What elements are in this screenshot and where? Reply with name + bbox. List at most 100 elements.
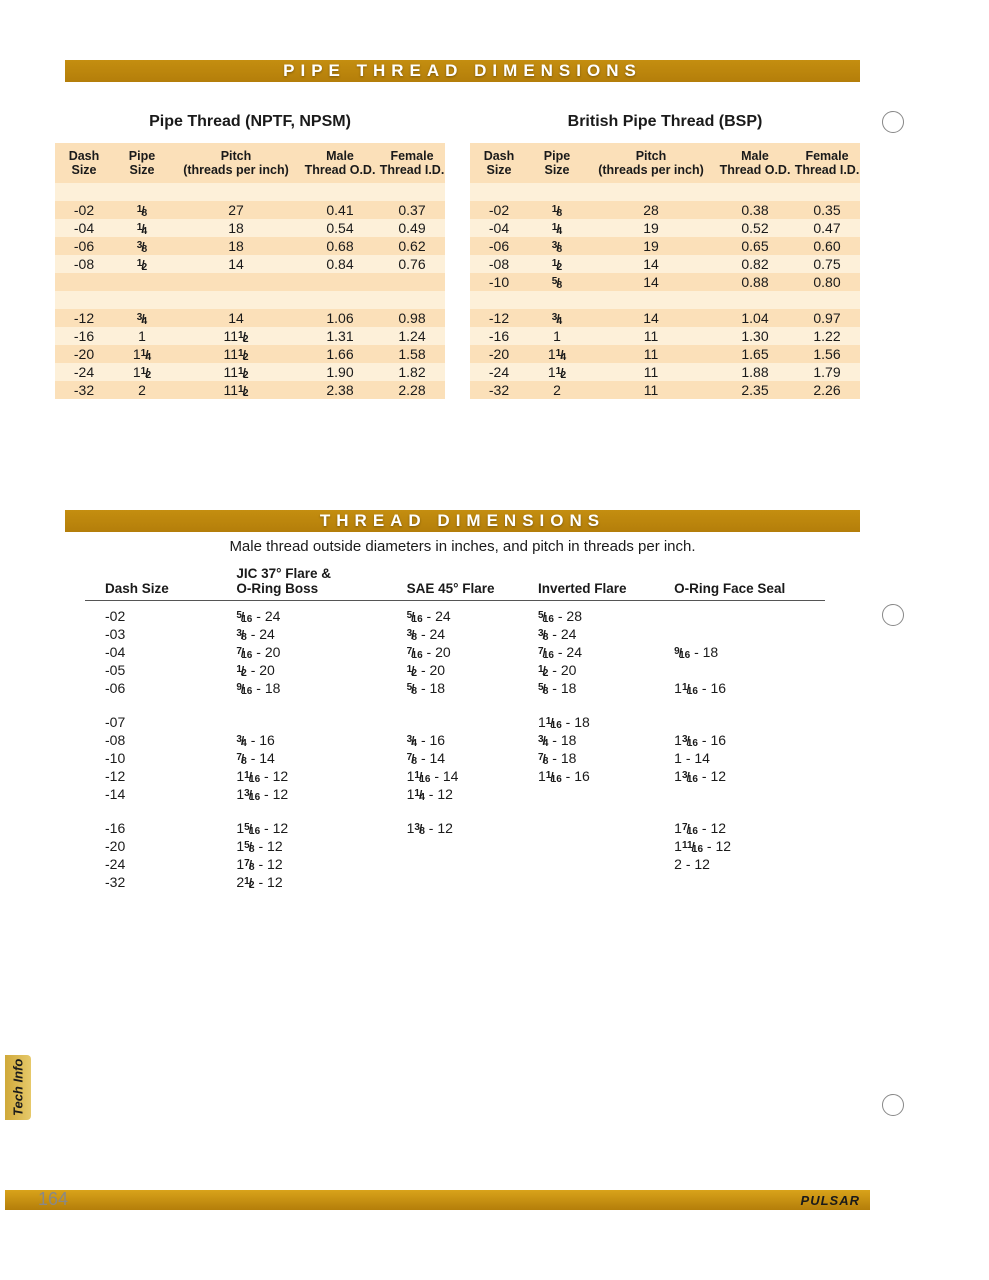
cell: 3/8: [113, 238, 171, 255]
cell: 11/16 - 16: [538, 768, 674, 785]
table-row: -081/2140.820.75: [470, 255, 860, 273]
cell: 111/16 - 12: [674, 838, 825, 855]
cell: 11/4: [113, 346, 171, 363]
cell: 1.30: [716, 328, 794, 344]
cell: 3/8 - 24: [236, 626, 406, 643]
col-header: Pitch(threads per inch): [171, 143, 301, 183]
cell: 11/2: [113, 364, 171, 381]
cell: 1: [113, 328, 171, 344]
spacer-row: [55, 273, 445, 291]
cell: 7/8 - 14: [407, 750, 538, 767]
page: PIPE THREAD DIMENSIONS Pipe Thread (NPTF…: [0, 0, 989, 1280]
cell: 28: [586, 202, 716, 218]
cell: 0.41: [301, 202, 379, 218]
cell: 5/8 - 18: [538, 680, 674, 697]
cell: 11/2: [528, 364, 586, 381]
table-row: -033/8 - 243/8 - 243/8 - 24: [85, 625, 825, 643]
cell: -04: [470, 220, 528, 236]
cell: 11/4 - 12: [407, 786, 538, 803]
table-row: -2417/8 - 122 - 12: [85, 855, 825, 873]
cell: 3/8 - 24: [407, 626, 538, 643]
cell: 0.37: [379, 202, 445, 218]
cell: 2.28: [379, 382, 445, 398]
table-row: -2011/4111/21.661.58: [55, 345, 445, 363]
cell: 0.76: [379, 256, 445, 272]
cell: 1.31: [301, 328, 379, 344]
cell: -12: [85, 768, 236, 784]
table-row: -2411/2111/21.901.82: [55, 363, 445, 381]
table-row: -123/4141.060.98: [55, 309, 445, 327]
cell: 0.65: [716, 238, 794, 254]
cell: -12: [55, 310, 113, 326]
cell: 2: [528, 382, 586, 398]
cell: 11/16 - 18: [538, 714, 674, 731]
col-header: MaleThread O.D.: [716, 143, 794, 183]
subtitle-left: Pipe Thread (NPTF, NPSM): [55, 113, 445, 131]
cell: 1 - 14: [674, 750, 825, 766]
cell: 1/8: [113, 202, 171, 219]
cell: 11: [586, 364, 716, 380]
spacer-row: [55, 183, 445, 201]
cell: 0.38: [716, 202, 794, 218]
cell: 11/16 - 14: [407, 768, 538, 785]
cell: 5/16 - 28: [538, 608, 674, 625]
cell: -10: [470, 274, 528, 290]
col-header: FemaleThread I.D.: [794, 143, 860, 183]
table-row: -063/8180.680.62: [55, 237, 445, 255]
cell: 3/4: [113, 310, 171, 327]
table-header: Dash SizeJIC 37° Flare &O-Ring BossSAE 4…: [85, 566, 825, 601]
cell: 15/16 - 12: [236, 820, 406, 837]
table-row: -081/2140.840.76: [55, 255, 445, 273]
table-header: DashSizePipeSizePitch(threads per inch)M…: [55, 143, 445, 183]
cell: 11: [586, 328, 716, 344]
pipe-table-right: DashSizePipeSizePitch(threads per inch)M…: [470, 143, 860, 399]
cell: -24: [85, 856, 236, 872]
cell: 2.26: [794, 382, 860, 398]
cell: -20: [470, 346, 528, 362]
cell: 1.65: [716, 346, 794, 362]
cell: -20: [85, 838, 236, 854]
cell: 1/2: [113, 256, 171, 273]
cell: 0.84: [301, 256, 379, 272]
cell: -04: [85, 644, 236, 660]
cell: -08: [470, 256, 528, 272]
cell: 9/16 - 18: [674, 644, 825, 661]
col-header: SAE 45° Flare: [407, 566, 538, 596]
table-row: -021/8270.410.37: [55, 201, 445, 219]
cell: 1/2: [528, 256, 586, 273]
cell: 1.82: [379, 364, 445, 380]
table-row: -161111.301.22: [470, 327, 860, 345]
cell: 13/8 - 12: [407, 820, 538, 837]
cell: 1.04: [716, 310, 794, 326]
cell: 0.52: [716, 220, 794, 236]
cell: 11: [586, 346, 716, 362]
title-bar-thread: THREAD DIMENSIONS: [65, 510, 860, 532]
cell: -24: [55, 364, 113, 380]
table-row: -2011/4111.651.56: [470, 345, 860, 363]
cell: 2.35: [716, 382, 794, 398]
note-text: Male thread outside diameters in inches,…: [65, 538, 860, 555]
cell: 18: [171, 238, 301, 254]
cell: 0.82: [716, 256, 794, 272]
cell: -05: [85, 662, 236, 678]
cell: 1.79: [794, 364, 860, 380]
cell: 14: [586, 274, 716, 290]
cell: 1/2 - 20: [538, 662, 674, 679]
cell: 0.49: [379, 220, 445, 236]
cell: 11/4: [528, 346, 586, 363]
cell: -32: [470, 382, 528, 398]
cell: 0.88: [716, 274, 794, 290]
cell: 5/8: [528, 274, 586, 291]
cell: 14: [171, 310, 301, 326]
cell: 1.88: [716, 364, 794, 380]
table-row: -083/4 - 163/4 - 163/4 - 1813/16 - 16: [85, 731, 825, 749]
cell: 15/8 - 12: [236, 838, 406, 855]
cell: 3/4 - 18: [538, 732, 674, 749]
cell: 7/16 - 20: [407, 644, 538, 661]
title-bar-thread-text: THREAD DIMENSIONS: [320, 511, 605, 530]
cell: 11/16 - 12: [236, 768, 406, 785]
cell: -04: [55, 220, 113, 236]
cell: 21/2 - 12: [236, 874, 406, 891]
table-row: -041/4180.540.49: [55, 219, 445, 237]
cell: 0.97: [794, 310, 860, 326]
